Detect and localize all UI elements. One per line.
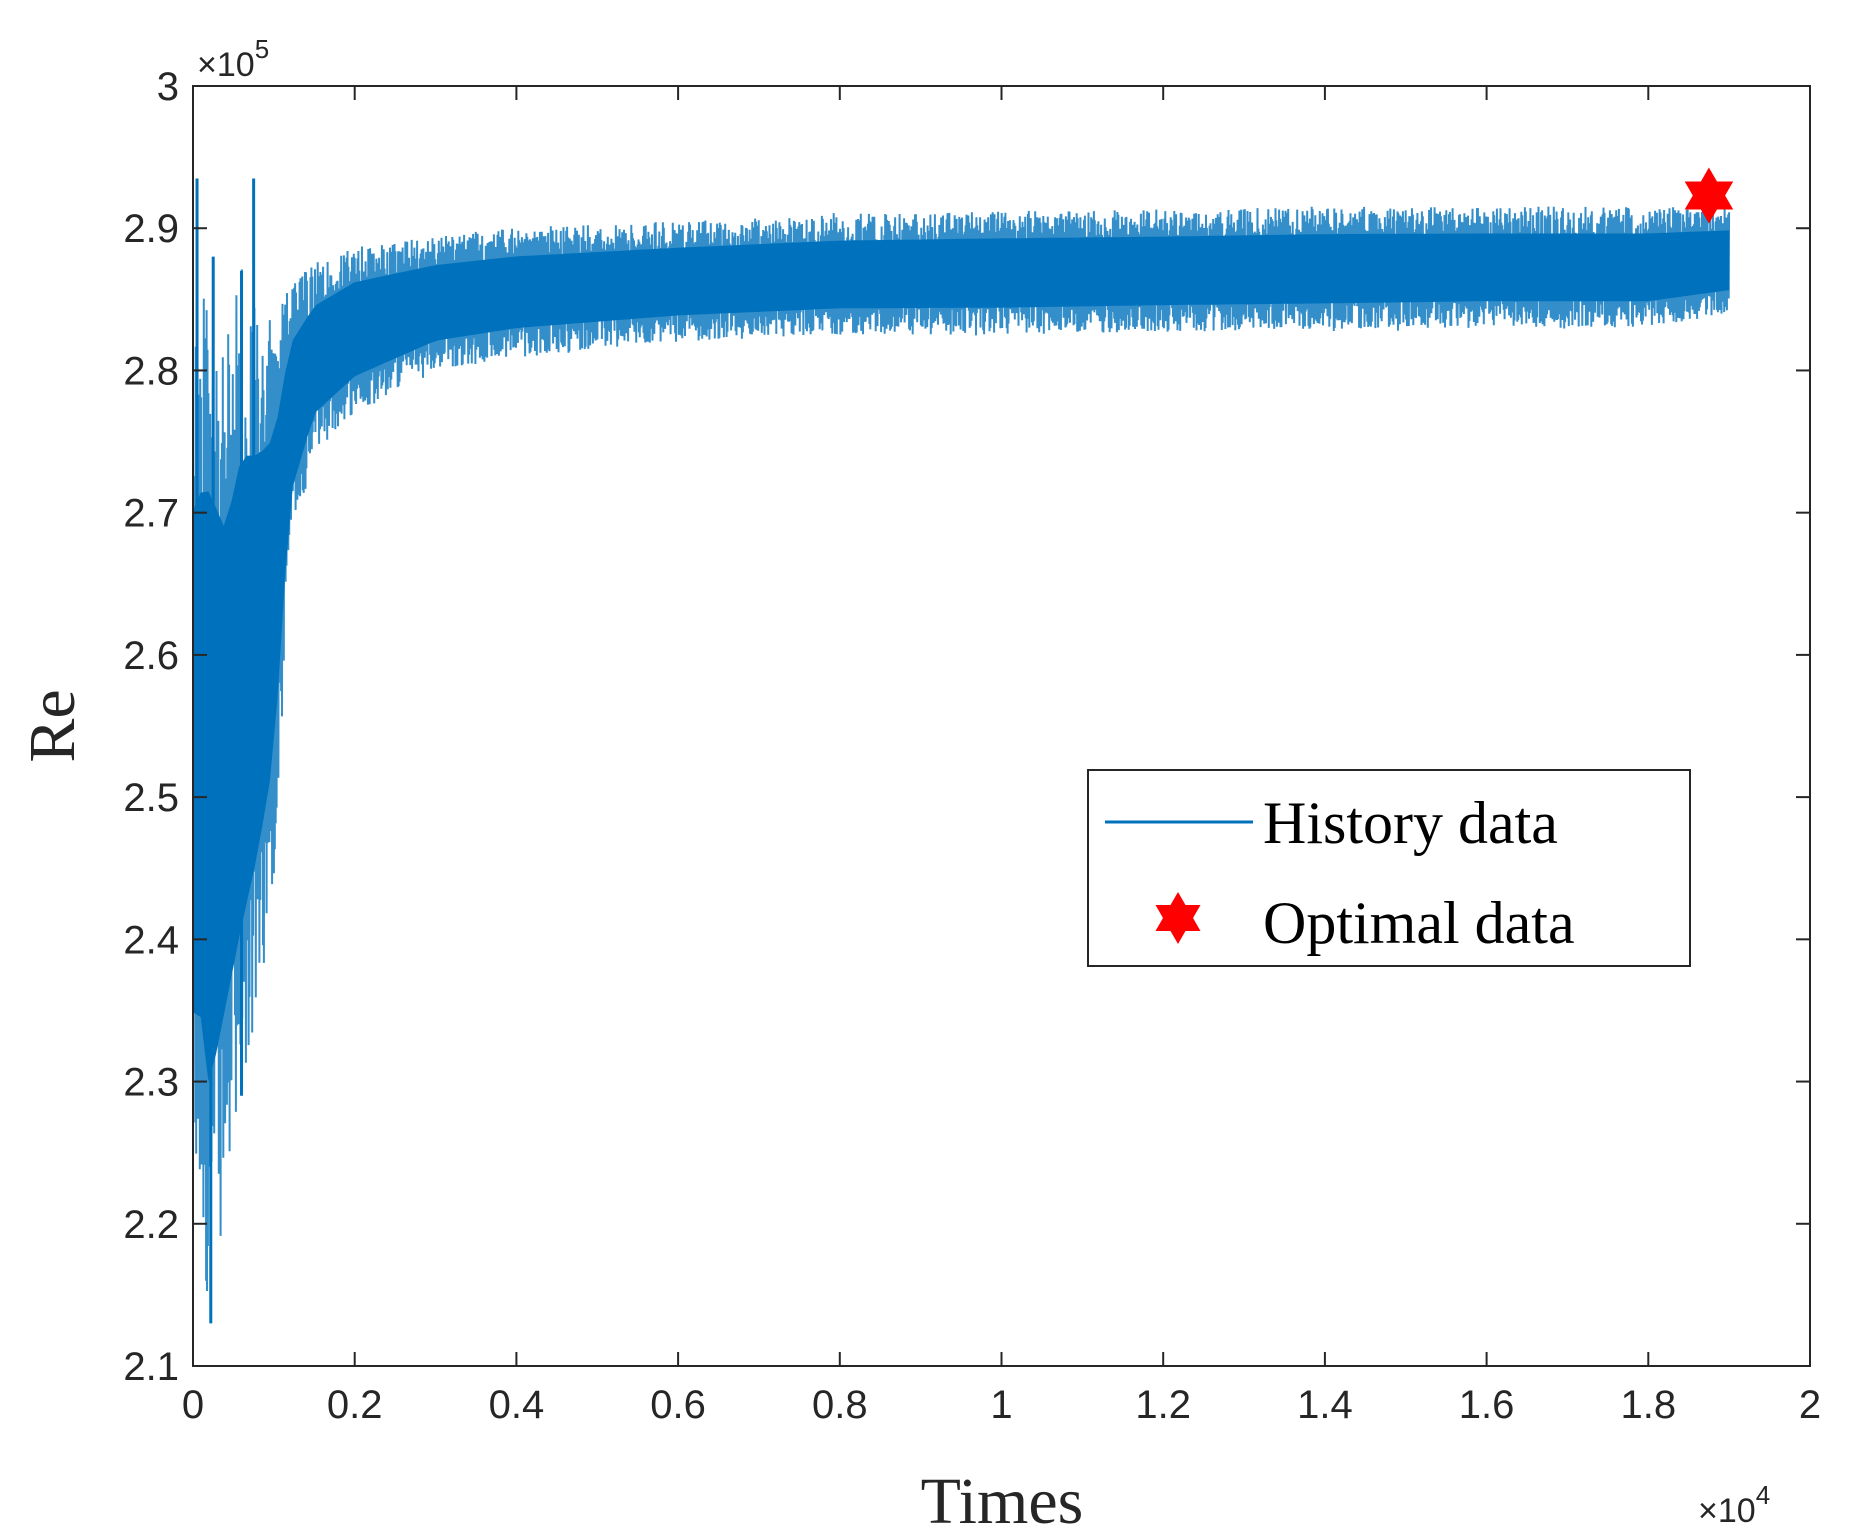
legend-history-label: History data [1263,790,1558,856]
legend-box [1087,769,1691,967]
y-tick-label: 2.7 [123,492,179,536]
y-tick-label: 2.2 [123,1203,179,1247]
legend-optimal-marker [1155,892,1201,944]
y-axis-title: Re [16,689,89,762]
y-tick-label: 2.9 [123,207,179,251]
x-multiplier-exponent: 4 [1756,1480,1770,1510]
ticks-layer: 0 0.2 0.4 0.6 0.8 1 1.2 1.4 1.6 1.8 2 2.1 2.2 2.3 2.4 2… [123,65,1821,1427]
y-tick-label: 2.6 [123,634,179,678]
x-tick-label: 0.6 [650,1383,706,1427]
y-multiplier-prefix: ×10 [197,46,255,84]
data-layer [192,167,1734,1324]
x-tick-label: 1 [990,1383,1012,1427]
y-multiplier-label: ×105 [197,34,269,84]
x-axis-title: Times [921,1465,1084,1532]
y-tick-label: 2.5 [123,776,179,820]
x-multiplier-label: ×104 [1698,1480,1770,1530]
history-data-core [193,230,1730,1082]
x-tick-label: 2 [1799,1383,1821,1427]
legend-optimal-label: Optimal data [1263,890,1575,956]
x-tick-label: 0 [182,1383,204,1427]
y-multiplier-exponent: 5 [255,34,269,64]
x-tick-label: 1.4 [1297,1383,1353,1427]
x-tick-label: 1.8 [1620,1383,1676,1427]
x-multiplier-prefix: ×10 [1698,1492,1756,1530]
optimal-data-marker [1684,167,1734,224]
x-tick-label: 1.6 [1459,1383,1515,1427]
x-tick-label: 0.4 [489,1383,545,1427]
y-tick-label: 2.8 [123,349,179,393]
y-tick-label: 2.1 [123,1345,179,1389]
y-tick-label: 2.3 [123,1061,179,1105]
x-tick-label: 0.2 [327,1383,383,1427]
y-tick-label: 2.4 [123,918,179,962]
y-tick-label: 3 [157,65,179,109]
legend: History data Optimal data [1087,769,1691,967]
history-data-line [192,206,1731,1292]
x-tick-label: 0.8 [812,1383,868,1427]
x-tick-label: 1.2 [1135,1383,1191,1427]
